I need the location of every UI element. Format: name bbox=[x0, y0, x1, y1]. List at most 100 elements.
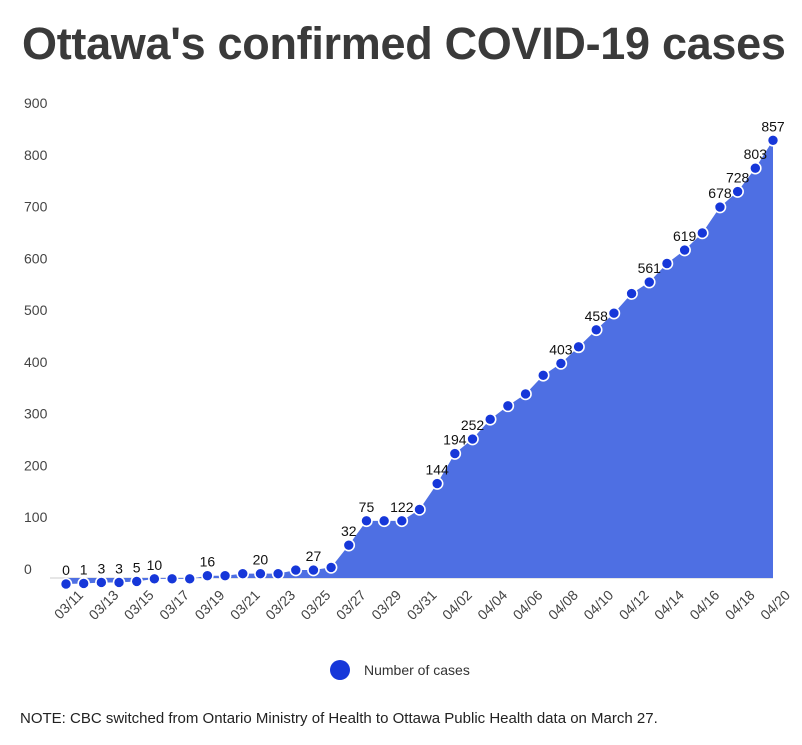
x-tick-label: 03/15 bbox=[121, 587, 157, 623]
data-point bbox=[572, 340, 585, 354]
data-point bbox=[183, 572, 197, 586]
data-point bbox=[678, 243, 691, 257]
legend-marker-icon bbox=[330, 660, 350, 680]
data-label: 3 bbox=[97, 560, 105, 576]
x-tick-label: 04/14 bbox=[651, 587, 687, 623]
x-tick-label: 03/27 bbox=[333, 587, 369, 623]
data-point bbox=[342, 538, 356, 552]
data-point bbox=[360, 514, 373, 528]
data-label: 5 bbox=[133, 559, 141, 575]
y-tick-label: 0 bbox=[24, 561, 32, 577]
data-point bbox=[324, 561, 338, 574]
data-point bbox=[483, 413, 497, 426]
data-label: 20 bbox=[253, 552, 269, 568]
x-tick-label: 03/23 bbox=[262, 587, 298, 623]
data-label: 75 bbox=[359, 499, 375, 515]
data-label: 803 bbox=[744, 146, 768, 162]
x-tick-label: 04/04 bbox=[474, 587, 510, 623]
data-label: 458 bbox=[585, 308, 609, 324]
y-tick-label: 800 bbox=[24, 147, 48, 163]
data-point bbox=[589, 323, 603, 337]
x-tick-label: 04/08 bbox=[545, 587, 581, 623]
data-label: 678 bbox=[708, 185, 732, 201]
data-label: 403 bbox=[549, 341, 573, 357]
data-point bbox=[413, 503, 426, 516]
legend: Number of cases bbox=[330, 660, 470, 680]
y-tick-label: 900 bbox=[24, 95, 48, 111]
x-tick-label: 03/17 bbox=[156, 587, 192, 623]
y-tick-label: 300 bbox=[24, 406, 48, 422]
data-point bbox=[218, 569, 232, 583]
data-point bbox=[554, 357, 568, 370]
x-tick-label: 03/29 bbox=[368, 587, 404, 623]
y-tick-label: 100 bbox=[24, 509, 48, 525]
x-tick-label: 03/31 bbox=[404, 587, 440, 623]
data-point bbox=[749, 161, 762, 175]
x-tick-label: 04/12 bbox=[616, 587, 652, 623]
data-label: 728 bbox=[726, 170, 750, 186]
data-label: 0 bbox=[62, 562, 70, 578]
data-point bbox=[660, 257, 674, 270]
data-point bbox=[236, 567, 250, 580]
data-point bbox=[466, 432, 479, 446]
x-tick-label: 04/20 bbox=[757, 587, 793, 623]
series-area bbox=[66, 140, 773, 584]
x-tick-label: 04/16 bbox=[686, 587, 722, 623]
data-point bbox=[642, 275, 656, 289]
y-tick-label: 500 bbox=[24, 302, 48, 318]
data-point bbox=[377, 514, 391, 528]
y-tick-label: 400 bbox=[24, 354, 48, 370]
data-point bbox=[731, 185, 744, 198]
x-tick-label: 03/19 bbox=[191, 587, 227, 623]
x-tick-label: 04/10 bbox=[580, 587, 616, 623]
data-point bbox=[130, 575, 143, 588]
chart-title: Ottawa's confirmed COVID-19 cases bbox=[22, 18, 786, 69]
data-point bbox=[448, 447, 462, 460]
data-point bbox=[395, 514, 409, 528]
y-tick-label: 700 bbox=[24, 199, 48, 215]
x-tick-label: 03/13 bbox=[85, 587, 121, 623]
data-label: 27 bbox=[306, 548, 322, 564]
y-tick-label: 600 bbox=[24, 250, 48, 266]
data-point bbox=[501, 399, 515, 413]
data-label: 32 bbox=[341, 523, 357, 539]
data-point bbox=[307, 563, 320, 577]
x-tick-label: 03/25 bbox=[297, 587, 333, 623]
data-point bbox=[165, 572, 179, 586]
data-label: 10 bbox=[147, 557, 163, 573]
footnote: NOTE: CBC switched from Ontario Ministry… bbox=[20, 710, 658, 727]
x-tick-label: 03/11 bbox=[51, 587, 87, 623]
x-tick-label: 03/21 bbox=[227, 587, 263, 623]
data-point bbox=[625, 287, 638, 300]
data-point bbox=[430, 477, 444, 490]
data-point bbox=[519, 387, 532, 401]
x-tick-label: 04/06 bbox=[510, 587, 546, 623]
data-point bbox=[77, 577, 90, 590]
data-point bbox=[112, 576, 126, 589]
y-tick-label: 200 bbox=[24, 457, 48, 473]
data-point bbox=[695, 226, 709, 240]
data-label: 252 bbox=[461, 417, 485, 433]
data-label: 16 bbox=[200, 554, 216, 570]
data-point bbox=[59, 577, 73, 591]
data-point bbox=[201, 569, 214, 583]
data-point bbox=[607, 306, 621, 320]
data-point bbox=[289, 563, 303, 577]
data-label: 122 bbox=[390, 499, 414, 515]
data-point bbox=[766, 133, 780, 147]
x-tick-label: 04/18 bbox=[722, 587, 758, 623]
data-label: 1 bbox=[80, 561, 88, 577]
data-label: 619 bbox=[673, 228, 697, 244]
data-point bbox=[536, 369, 550, 382]
x-tick-label: 04/02 bbox=[439, 587, 475, 623]
data-label: 3 bbox=[115, 560, 123, 576]
data-label: 194 bbox=[443, 432, 467, 448]
data-label: 561 bbox=[638, 260, 662, 276]
data-point bbox=[95, 576, 108, 589]
legend-label: Number of cases bbox=[364, 662, 470, 678]
data-point bbox=[713, 200, 727, 214]
data-label: 144 bbox=[425, 462, 449, 478]
data-point bbox=[254, 567, 267, 580]
data-point bbox=[148, 572, 161, 586]
